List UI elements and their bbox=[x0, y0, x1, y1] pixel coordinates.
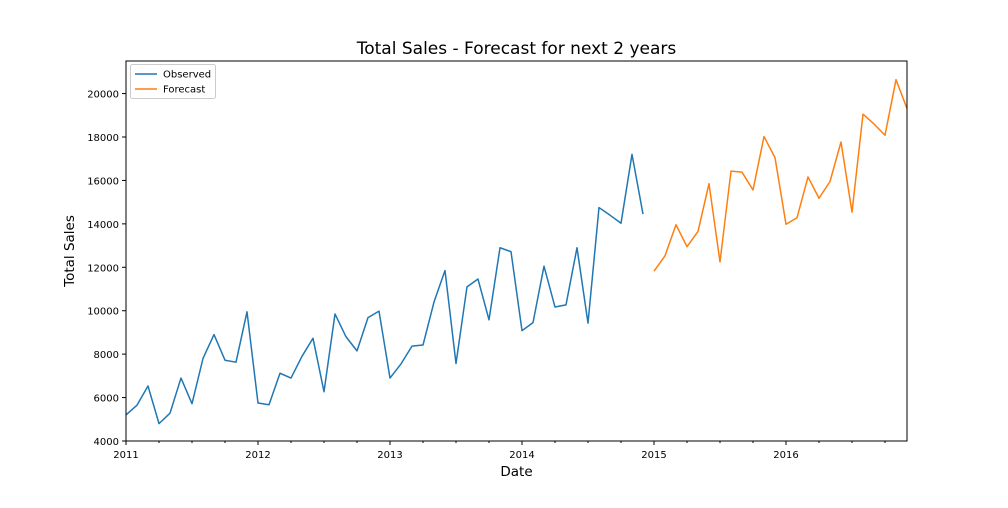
series-line-observed bbox=[125, 153, 644, 425]
y-tick-label: 20000 bbox=[87, 90, 119, 101]
y-tick-label: 14000 bbox=[87, 220, 119, 231]
x-tick-label: 2016 bbox=[773, 450, 798, 461]
chart-title: Total Sales - Forecast for next 2 years bbox=[356, 39, 677, 59]
x-tick-label: 2011 bbox=[113, 450, 138, 461]
series-layer bbox=[125, 78, 908, 425]
x-tick-label: 2012 bbox=[245, 450, 270, 461]
legend-label-forecast: Forecast bbox=[163, 85, 205, 96]
x-axis-label: Date bbox=[500, 464, 532, 480]
y-tick-label: 16000 bbox=[87, 176, 119, 187]
x-axis-ticks: 2011 2012 2013 2014 2015 2016 bbox=[113, 441, 886, 461]
x-tick-label: 2015 bbox=[641, 450, 666, 461]
y-tick-label: 4000 bbox=[94, 437, 119, 448]
legend-box bbox=[130, 64, 216, 99]
legend-label-observed: Observed bbox=[163, 70, 211, 81]
y-tick-label: 18000 bbox=[87, 133, 119, 144]
y-tick-label: 8000 bbox=[94, 350, 119, 361]
x-tick-label: 2014 bbox=[509, 450, 534, 461]
y-tick-label: 10000 bbox=[87, 307, 119, 318]
legend: Observed Forecast bbox=[130, 64, 216, 99]
x-tick-label: 2013 bbox=[377, 450, 402, 461]
y-axis-ticks: 4000 6000 8000 10000 12000 14000 16000 18000 200… bbox=[87, 90, 126, 448]
y-axis-label: Total Sales bbox=[62, 215, 78, 288]
y-tick-label: 6000 bbox=[94, 394, 119, 405]
plot-area-frame bbox=[125, 60, 908, 442]
series-line-forecast bbox=[653, 78, 908, 272]
y-tick-label: 12000 bbox=[87, 263, 119, 274]
